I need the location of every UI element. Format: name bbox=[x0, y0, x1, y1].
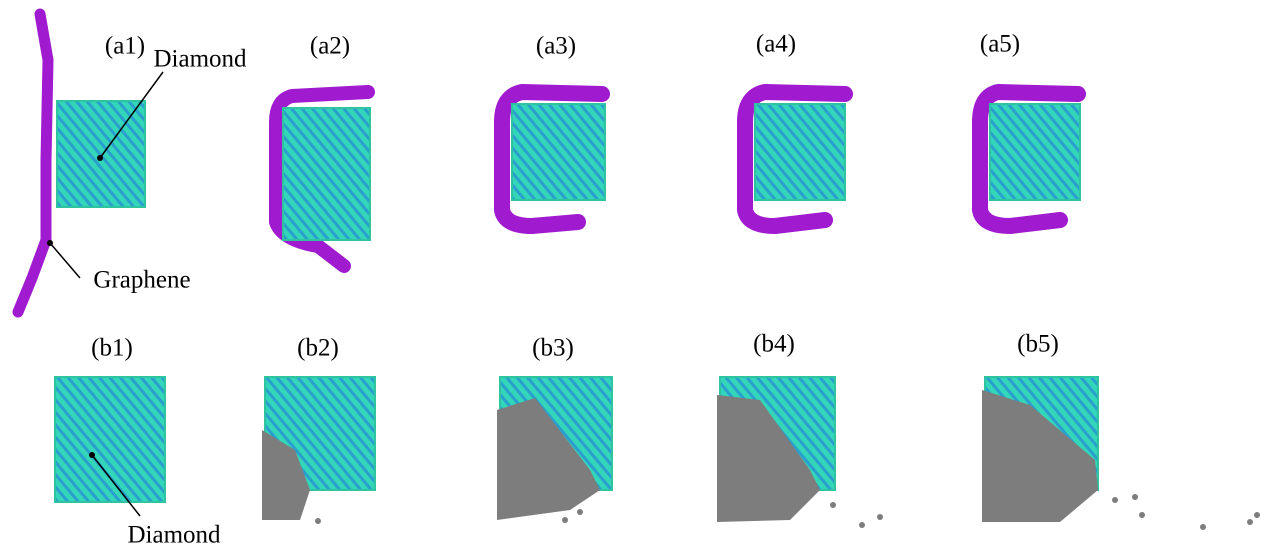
diamond bbox=[57, 101, 145, 207]
panel-label: (b5) bbox=[1017, 331, 1059, 358]
panel-a5 bbox=[980, 92, 1080, 226]
leader-line bbox=[50, 243, 80, 278]
diamond bbox=[512, 104, 605, 200]
diamond bbox=[755, 104, 845, 200]
leader-dot bbox=[47, 240, 53, 246]
panel-a4 bbox=[745, 92, 845, 226]
panel-label: (b2) bbox=[297, 335, 339, 362]
panel-label: (a3) bbox=[536, 33, 576, 60]
panel-label: (a5) bbox=[980, 31, 1020, 58]
panel-label: (b3) bbox=[532, 335, 574, 362]
diamond bbox=[990, 104, 1080, 200]
panel-label: (b4) bbox=[753, 331, 795, 358]
diamond bbox=[283, 108, 370, 240]
leader-dot bbox=[89, 452, 95, 458]
callout-label: Diamond bbox=[153, 46, 247, 73]
panel-label: (a4) bbox=[756, 31, 796, 58]
diamond bbox=[55, 377, 165, 502]
graphene bbox=[18, 14, 48, 312]
panel-label: (a1) bbox=[105, 33, 145, 60]
leader-dot bbox=[97, 155, 103, 161]
callout-label: Diamond bbox=[127, 522, 221, 549]
panel-label: (b1) bbox=[91, 335, 133, 362]
callout-label: Graphene bbox=[93, 267, 190, 294]
figure: (a1) (a2) (a3) (a4) (a5) (b1) (b2) (b3) … bbox=[0, 0, 1261, 549]
panel-label: (a2) bbox=[310, 33, 350, 60]
panel-a3 bbox=[502, 92, 605, 226]
